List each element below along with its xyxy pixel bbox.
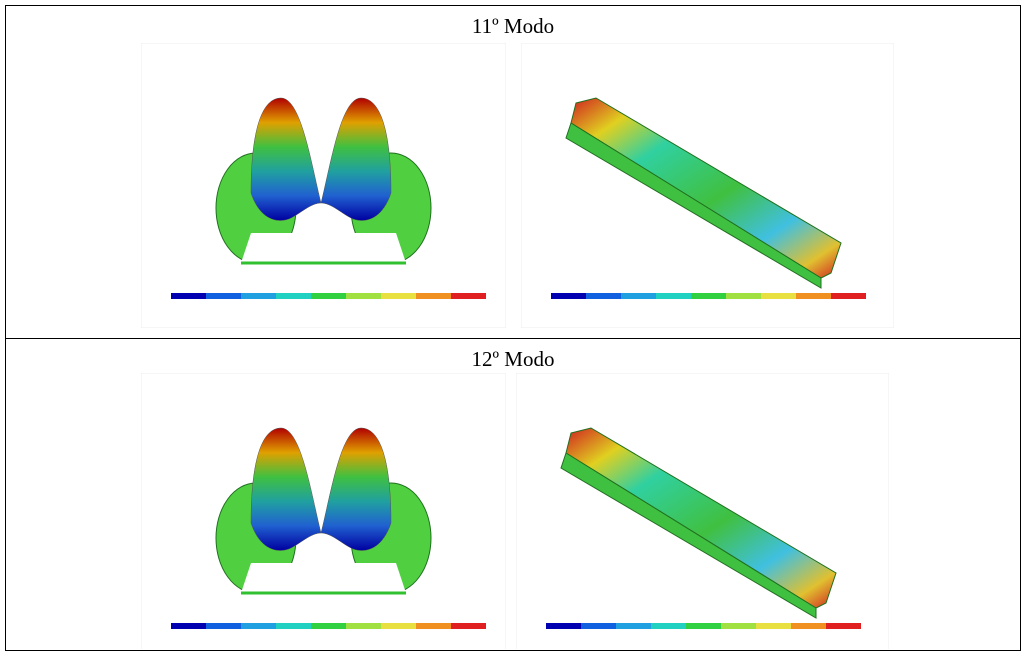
table-row: 12º Modo: [6, 339, 1020, 650]
mode-image-left: [141, 43, 506, 328]
mode-image-right: [516, 373, 889, 649]
table-row: 11º Modo: [6, 6, 1020, 339]
row-title: 12º Modo: [6, 347, 1020, 372]
table: 11º Modo 12º Modo: [5, 5, 1021, 651]
page: 11º Modo 12º Modo: [0, 0, 1025, 656]
mode-image-left: [141, 373, 506, 649]
mode-image-right: [521, 43, 894, 328]
row-title: 11º Modo: [6, 14, 1020, 39]
